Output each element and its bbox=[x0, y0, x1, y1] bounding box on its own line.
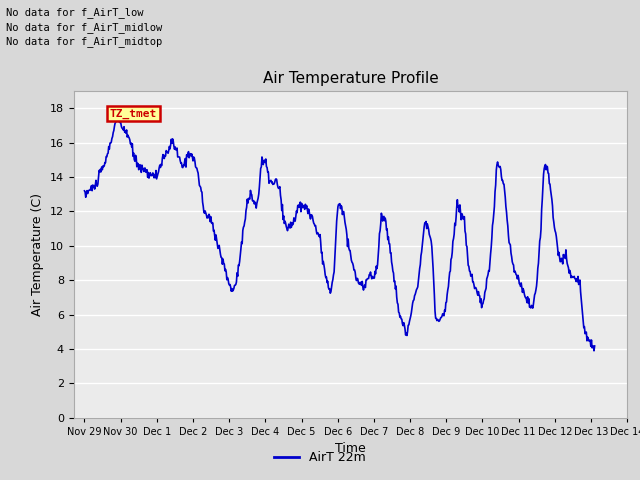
Y-axis label: Air Temperature (C): Air Temperature (C) bbox=[31, 193, 44, 316]
Title: Air Temperature Profile: Air Temperature Profile bbox=[262, 71, 438, 86]
X-axis label: Time: Time bbox=[335, 442, 366, 455]
Text: No data for f_AirT_midlow: No data for f_AirT_midlow bbox=[6, 22, 163, 33]
Text: No data for f_AirT_low: No data for f_AirT_low bbox=[6, 7, 144, 18]
Legend: AirT 22m: AirT 22m bbox=[269, 446, 371, 469]
Text: No data for f_AirT_midtop: No data for f_AirT_midtop bbox=[6, 36, 163, 47]
Text: TZ_tmet: TZ_tmet bbox=[110, 108, 157, 119]
